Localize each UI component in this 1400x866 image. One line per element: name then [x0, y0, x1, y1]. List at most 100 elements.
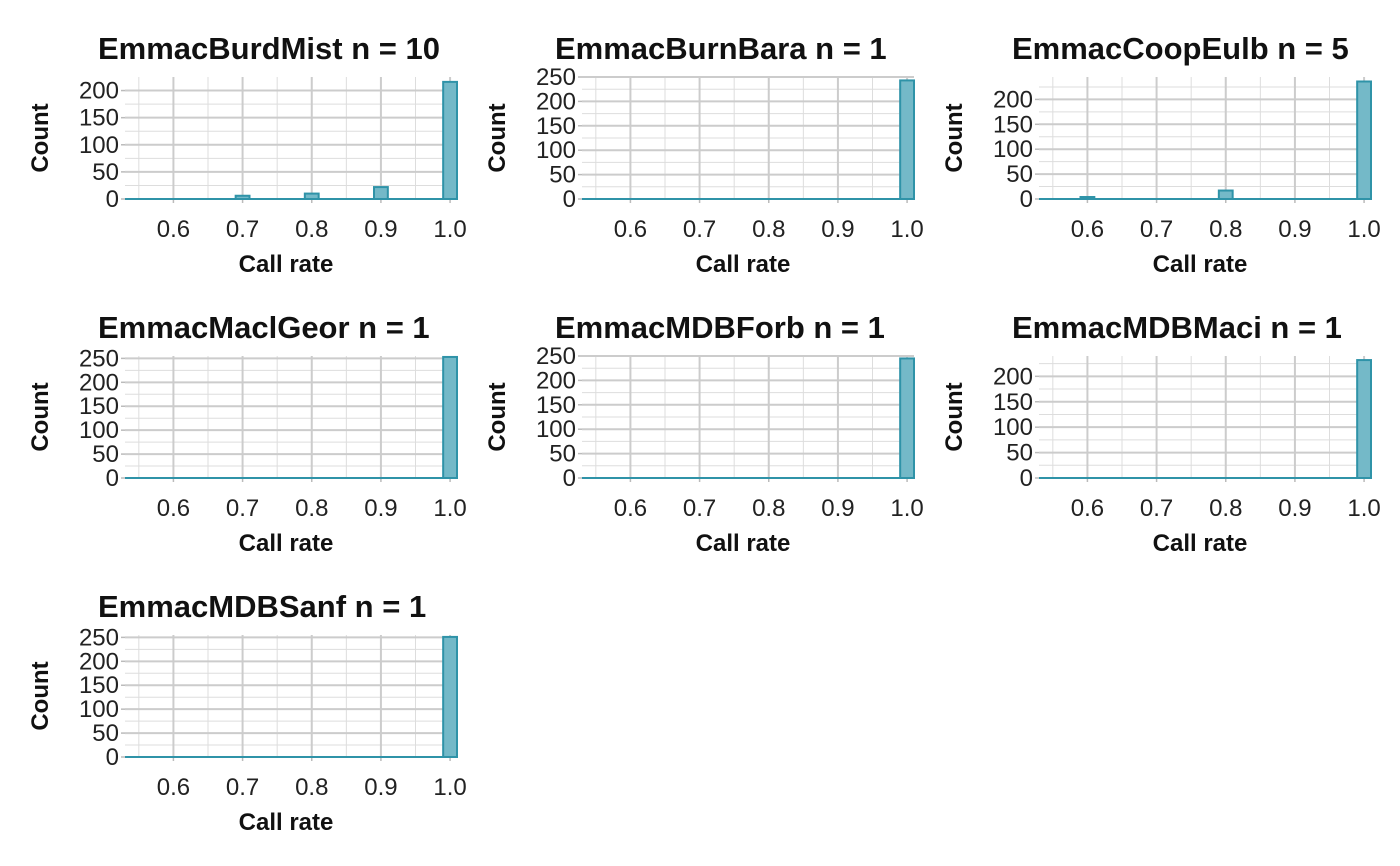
x-tick-label: 0.8 — [752, 495, 785, 522]
x-tick-label: 0.7 — [1140, 216, 1173, 243]
y-tick-label: 0 — [563, 186, 576, 213]
panel-title: EmmacMDBForb n = 1 — [555, 310, 885, 345]
y-tick-label: 50 — [92, 720, 119, 747]
y-tick-label: 150 — [993, 111, 1033, 138]
y-tick-label: 150 — [79, 105, 119, 132]
panel-title: EmmacCoopEulb n = 5 — [1012, 31, 1349, 66]
y-tick-label: 150 — [536, 392, 576, 419]
y-tick-label: 0 — [106, 186, 119, 213]
y-tick-label: 200 — [536, 367, 576, 394]
x-tick-label: 0.6 — [614, 495, 647, 522]
x-tick-label: 0.7 — [226, 495, 259, 522]
histogram-bar — [442, 355, 458, 479]
y-tick-label: 150 — [993, 389, 1033, 416]
x-tick-label: 0.9 — [364, 495, 397, 522]
panel-title: EmmacMDBSanf n = 1 — [98, 589, 426, 624]
y-tick-label: 250 — [79, 624, 119, 651]
y-tick-label: 0 — [106, 465, 119, 492]
y-axis-label: Count — [941, 103, 968, 172]
y-tick-label: 150 — [536, 113, 576, 140]
histogram-bar — [442, 635, 458, 758]
y-tick-label: 200 — [993, 363, 1033, 390]
y-tick-label: 0 — [1020, 465, 1033, 492]
y-tick-label: 200 — [536, 88, 576, 115]
y-tick-label: 50 — [92, 441, 119, 468]
histogram-bar — [899, 79, 916, 200]
x-tick-label: 1.0 — [890, 495, 923, 522]
x-tick-label: 0.6 — [157, 216, 190, 243]
histogram-bar — [899, 357, 916, 479]
y-tick-label: 0 — [1020, 186, 1033, 213]
x-axis-label: Call rate — [1153, 251, 1248, 278]
y-tick-label: 200 — [993, 86, 1033, 113]
x-tick-label: 0.7 — [683, 216, 716, 243]
y-tick-label: 100 — [79, 696, 119, 723]
y-tick-label: 150 — [79, 672, 119, 699]
y-tick-label: 100 — [993, 136, 1033, 163]
x-tick-label: 0.9 — [1278, 495, 1311, 522]
x-tick-label: 0.8 — [752, 216, 785, 243]
y-tick-label: 0 — [563, 465, 576, 492]
y-tick-label: 250 — [536, 64, 576, 91]
x-tick-label: 1.0 — [433, 216, 466, 243]
x-axis-label: Call rate — [696, 530, 791, 557]
x-tick-label: 0.6 — [157, 774, 190, 801]
y-tick-label: 200 — [79, 648, 119, 675]
histogram-bar — [442, 80, 458, 200]
panel-title: EmmacBurdMist n = 10 — [98, 31, 440, 66]
x-axis-label: Call rate — [239, 530, 334, 557]
histogram-bar — [373, 186, 389, 200]
x-tick-label: 0.7 — [683, 495, 716, 522]
y-tick-label: 200 — [79, 369, 119, 396]
y-tick-label: 100 — [536, 137, 576, 164]
y-tick-label: 100 — [536, 416, 576, 443]
y-tick-label: 0 — [106, 744, 119, 771]
x-tick-label: 0.8 — [1209, 216, 1242, 243]
panel-title: EmmacMaclGeor n = 1 — [98, 310, 430, 345]
y-axis-label: Count — [27, 382, 54, 451]
y-tick-label: 100 — [993, 414, 1033, 441]
x-tick-label: 0.8 — [295, 216, 328, 243]
x-tick-label: 0.7 — [1140, 495, 1173, 522]
y-axis-label: Count — [484, 103, 511, 172]
x-axis-label: Call rate — [696, 251, 791, 278]
y-tick-label: 100 — [79, 417, 119, 444]
y-axis-label: Count — [27, 661, 54, 730]
x-tick-label: 0.9 — [821, 495, 854, 522]
y-tick-label: 250 — [79, 345, 119, 372]
x-tick-label: 0.8 — [295, 774, 328, 801]
x-tick-label: 0.7 — [226, 774, 259, 801]
x-tick-label: 0.8 — [1209, 495, 1242, 522]
x-tick-label: 1.0 — [1347, 495, 1380, 522]
histogram-bar — [1356, 80, 1372, 200]
x-tick-label: 1.0 — [1347, 216, 1380, 243]
x-tick-label: 1.0 — [433, 774, 466, 801]
x-axis-label: Call rate — [239, 251, 334, 278]
y-tick-label: 50 — [549, 441, 576, 468]
x-tick-label: 1.0 — [890, 216, 923, 243]
y-axis-label: Count — [27, 103, 54, 172]
x-tick-label: 0.9 — [364, 774, 397, 801]
y-tick-label: 200 — [79, 78, 119, 105]
x-tick-label: 0.6 — [157, 495, 190, 522]
x-tick-label: 0.9 — [364, 216, 397, 243]
histogram-bar — [1356, 359, 1372, 480]
y-tick-label: 100 — [79, 132, 119, 159]
y-tick-label: 50 — [92, 159, 119, 186]
x-axis-label: Call rate — [239, 809, 334, 836]
y-tick-label: 150 — [79, 393, 119, 420]
y-axis-label: Count — [941, 382, 968, 451]
x-tick-label: 1.0 — [433, 495, 466, 522]
y-tick-label: 50 — [1006, 161, 1033, 188]
x-tick-label: 0.6 — [1071, 495, 1104, 522]
panel-title: EmmacBurnBara n = 1 — [555, 31, 887, 66]
y-axis-label: Count — [484, 382, 511, 451]
x-tick-label: 0.6 — [614, 216, 647, 243]
